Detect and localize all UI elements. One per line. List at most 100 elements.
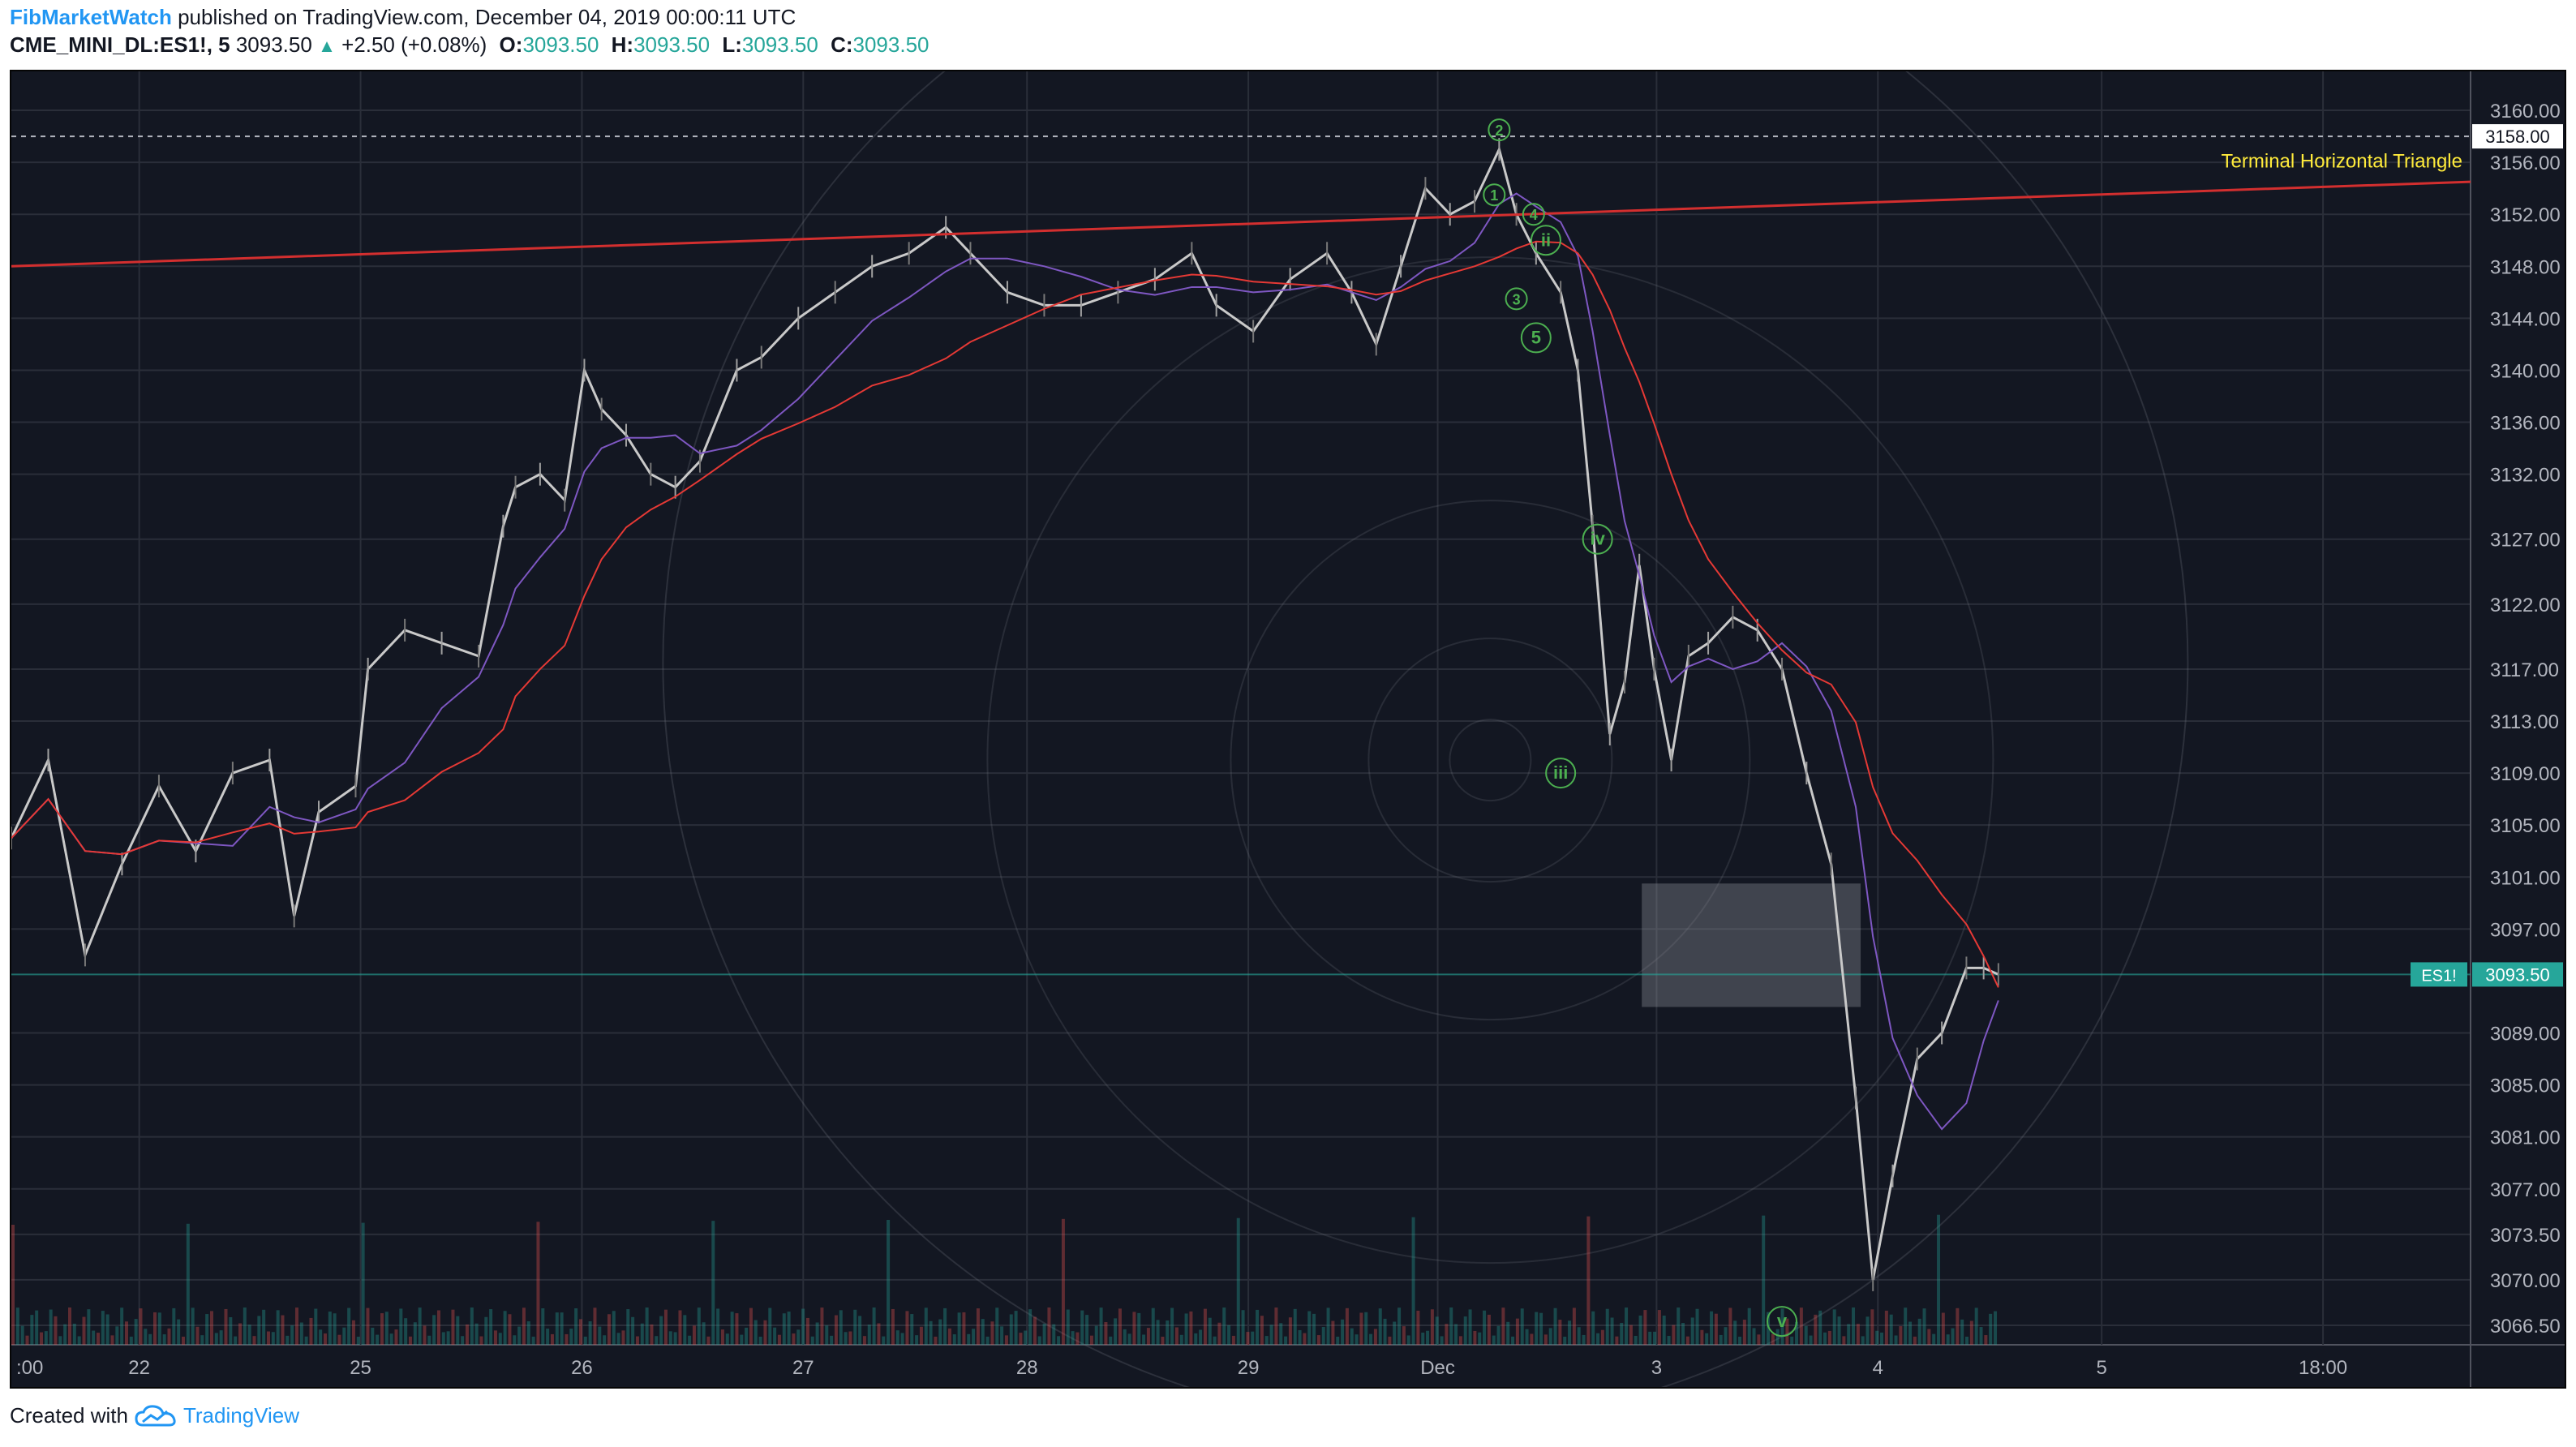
volume-bar	[54, 1316, 58, 1345]
volume-bar	[1638, 1315, 1642, 1345]
volume-bar	[1747, 1307, 1751, 1345]
volume-bar	[749, 1307, 753, 1345]
volume-bar	[489, 1309, 493, 1345]
volume-bar	[333, 1313, 337, 1345]
fib-spiral-arc	[1367, 638, 1613, 883]
wave-label-circle[interactable]	[1520, 322, 1552, 354]
volume-bar	[1279, 1323, 1283, 1345]
volume-bar	[124, 1321, 128, 1345]
footer: Created with TradingView	[10, 1403, 299, 1428]
volume-bar	[1014, 1311, 1018, 1345]
price-zone-box[interactable]	[1642, 883, 1861, 1007]
wave-label-circle[interactable]	[1545, 758, 1577, 789]
volume-bar	[668, 1331, 672, 1345]
y-tick-label: 3101.00	[2490, 867, 2561, 889]
chart-frame[interactable]: 3160.00 3156.00 3152.00 3148.00 3144.00 3140.…	[10, 70, 2566, 1389]
author-name[interactable]: FibMarketWatch	[10, 5, 172, 29]
volume-bar	[692, 1325, 696, 1345]
price-chart[interactable]: 3160.00 3156.00 3152.00 3148.00 3144.00 3140.…	[11, 71, 2565, 1387]
wave-label-4[interactable]: 4	[1530, 207, 1538, 223]
wave-label-circle[interactable]	[1522, 203, 1545, 226]
volume-bar	[820, 1307, 824, 1345]
volume-bar	[209, 1311, 213, 1345]
volume-bar	[1222, 1307, 1226, 1345]
tradingview-cloud-icon	[135, 1404, 176, 1426]
wave-label-1[interactable]: 1	[1490, 187, 1498, 204]
symbol-name[interactable]: CME_MINI_DL:ES1!, 5	[10, 32, 230, 57]
volume-bar	[934, 1336, 938, 1345]
triangle-trendline[interactable]	[11, 180, 2471, 268]
y-tick-label: 3156.00	[2490, 152, 2561, 174]
volume-bar	[655, 1336, 659, 1345]
wave-label-circle[interactable]	[1582, 523, 1613, 555]
volume-bar	[1028, 1309, 1033, 1345]
volume-bar	[1937, 1214, 1941, 1345]
terminal-triangle-annotation[interactable]: Terminal Horizontal Triangle	[2222, 151, 2462, 173]
volume-bar	[947, 1328, 951, 1345]
volume-bar	[347, 1307, 351, 1345]
volume-bar	[1303, 1333, 1307, 1345]
volume-bar	[446, 1331, 450, 1345]
volume-bar	[1430, 1309, 1434, 1345]
volume-bar	[1458, 1336, 1462, 1345]
x-tick-label: 27	[792, 1357, 814, 1379]
volume-bar	[1719, 1334, 1723, 1345]
x-tick-label: 25	[350, 1357, 371, 1379]
volume-bar	[167, 1328, 171, 1345]
volume-bar	[650, 1324, 654, 1345]
wave-label-circle[interactable]	[1767, 1306, 1798, 1338]
volume-bar	[1246, 1332, 1250, 1345]
wave-label-ii[interactable]: ii	[1541, 230, 1551, 250]
wave-label-5[interactable]: 5	[1531, 327, 1541, 347]
wave-label-circle[interactable]	[1505, 287, 1528, 311]
wave-label-v[interactable]: v	[1777, 1311, 1788, 1331]
wave-label-2[interactable]: 2	[1495, 122, 1503, 139]
volume-bar	[862, 1336, 866, 1345]
volume-bar	[503, 1311, 507, 1345]
x-tick-label: 28	[1016, 1357, 1038, 1379]
volume-bar	[872, 1307, 876, 1345]
volume-bar	[513, 1335, 517, 1345]
volume-bar	[1440, 1336, 1444, 1345]
volume-bar	[607, 1314, 611, 1345]
y-tick-label: 3117.00	[2490, 659, 2559, 681]
volume-bar	[659, 1316, 663, 1345]
wave-label-circle[interactable]	[1488, 118, 1511, 142]
volume-bar	[1596, 1333, 1600, 1345]
volume-bar	[985, 1336, 990, 1345]
volume-bar	[1586, 1216, 1591, 1345]
volume-bar	[768, 1307, 772, 1345]
volume-bar	[938, 1319, 942, 1345]
wave-label-circle[interactable]	[1483, 183, 1506, 207]
volume-bar	[1558, 1320, 1562, 1345]
volume-bar	[1852, 1307, 1856, 1345]
volume-bar	[882, 1336, 886, 1345]
volume-bar	[1284, 1336, 1288, 1345]
volume-bar	[508, 1314, 512, 1345]
wave-label-iv[interactable]: iv	[1590, 529, 1605, 549]
volume-bar	[1089, 1335, 1093, 1345]
volume-bar	[1487, 1314, 1491, 1345]
tradingview-link[interactable]: TradingView	[182, 1403, 300, 1428]
volume-bar	[1463, 1316, 1467, 1345]
volume-bar	[895, 1330, 899, 1345]
volume-bar	[441, 1332, 445, 1345]
volume-bar	[612, 1311, 616, 1345]
y-tick-label: 3144.00	[2490, 308, 2561, 330]
wave-label-iii[interactable]: iii	[1553, 762, 1568, 783]
volume-bar	[1227, 1325, 1231, 1345]
volume-bar	[1184, 1313, 1188, 1345]
wave-label-circle[interactable]	[1530, 225, 1561, 256]
volume-bar	[593, 1307, 597, 1345]
volume-bar	[1506, 1321, 1510, 1345]
volume-bar	[1582, 1334, 1586, 1345]
wave-label-3[interactable]: 3	[1513, 291, 1521, 307]
volume-bar	[418, 1307, 422, 1345]
volume-bar	[1804, 1325, 1808, 1345]
volume-bar	[967, 1333, 971, 1345]
volume-bar	[1965, 1336, 1969, 1345]
volume-bar	[82, 1316, 86, 1345]
volume-bar	[825, 1325, 829, 1345]
volume-bar	[152, 1312, 157, 1345]
volume-bar	[238, 1323, 242, 1345]
